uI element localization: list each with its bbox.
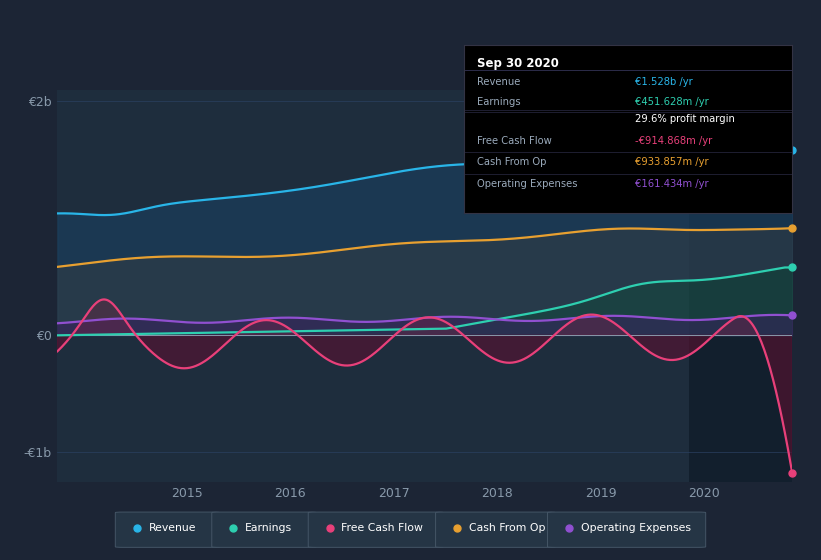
Text: Operating Expenses: Operating Expenses [477,179,577,189]
Text: €1.528b /yr: €1.528b /yr [635,77,692,87]
Text: Operating Expenses: Operating Expenses [580,523,690,533]
Text: Free Cash Flow: Free Cash Flow [477,136,552,146]
Text: Earnings: Earnings [245,523,292,533]
Text: €451.628m /yr: €451.628m /yr [635,97,709,107]
FancyBboxPatch shape [115,512,219,547]
Text: Cash From Op: Cash From Op [477,157,547,167]
FancyBboxPatch shape [548,512,706,547]
Text: Earnings: Earnings [477,97,521,107]
Text: Revenue: Revenue [477,77,521,87]
Text: Cash From Op: Cash From Op [469,523,545,533]
Text: Sep 30 2020: Sep 30 2020 [477,57,559,69]
Bar [689,90,821,482]
Text: €161.434m /yr: €161.434m /yr [635,179,709,189]
FancyBboxPatch shape [212,512,316,547]
Text: €933.857m /yr: €933.857m /yr [635,157,709,167]
Text: Free Cash Flow: Free Cash Flow [342,523,424,533]
Text: Revenue: Revenue [149,523,196,533]
Text: 29.6% profit margin: 29.6% profit margin [635,114,735,124]
Text: -€914.868m /yr: -€914.868m /yr [635,136,712,146]
FancyBboxPatch shape [308,512,443,547]
FancyBboxPatch shape [436,512,555,547]
